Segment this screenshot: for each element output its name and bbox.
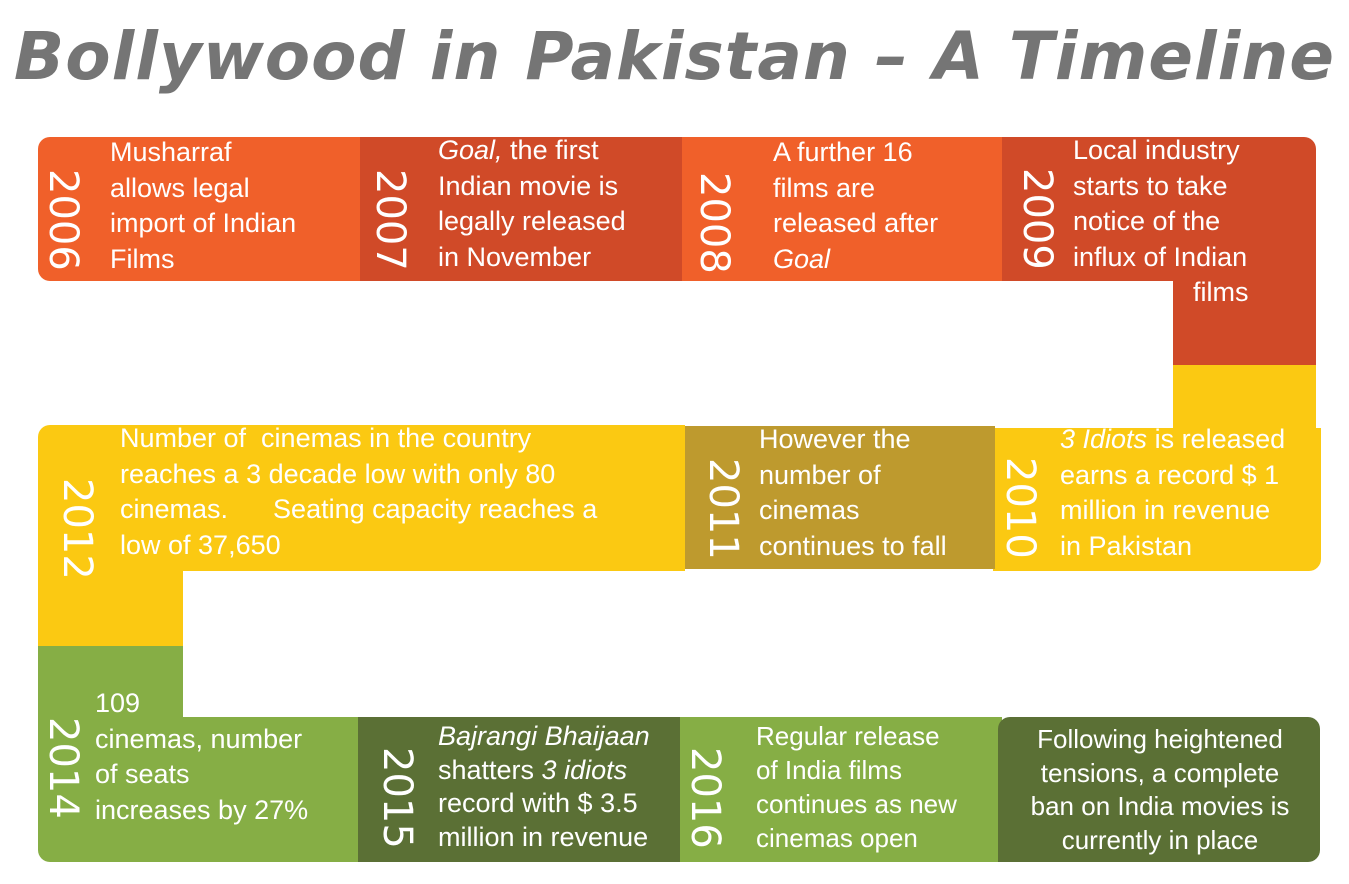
event-2009-text: Local industry starts to take notice of th… xyxy=(1073,135,1249,307)
event-2012-year: 2012 xyxy=(54,478,100,580)
event-2006-text: Musharraf allows legal import of Indian Fil… xyxy=(110,137,297,274)
event-2009-bar xyxy=(1002,137,1316,281)
event-2007-text: Goal, the first Indian movie is legally re… xyxy=(438,135,626,272)
event-2012-bar xyxy=(38,425,685,571)
event-2011-bar xyxy=(685,426,995,569)
event-2008-text: A further 16 films are released after Goal xyxy=(773,137,939,274)
event-current-text: Following heightened tensions, a complete… xyxy=(1030,724,1290,855)
event-2007-bar xyxy=(360,137,684,281)
event-2008-bar xyxy=(682,137,1004,281)
event-2014-year: 2014 xyxy=(40,717,86,819)
event-2006-year: 2006 xyxy=(40,169,86,271)
event-2015-bar xyxy=(358,717,683,862)
event-2012-text: Number of cinemas in the country reaches … xyxy=(120,423,598,560)
event-2010-text: 3 Idiots is released earns a record $ 1 mi… xyxy=(1060,424,1286,561)
event-2008-year: 2008 xyxy=(691,172,737,274)
event-2007-year: 2007 xyxy=(367,169,413,271)
event-2016-text: Regular release of India films continues a… xyxy=(756,721,957,853)
event-2014-bar xyxy=(38,717,360,862)
event-current-bar xyxy=(998,717,1320,862)
page-title: Bollywood in Pakistan – A Timeline xyxy=(13,18,1336,95)
connector-2010-up xyxy=(1173,365,1316,431)
connector-2014-up xyxy=(38,646,183,720)
event-2010-bar xyxy=(993,428,1321,571)
event-2015-text: Bajrangi Bhaijaan shatters 3 idiots record… xyxy=(438,721,650,852)
connector-2012-down xyxy=(38,569,183,649)
event-2016-year: 2016 xyxy=(682,747,728,849)
event-2011-year: 2011 xyxy=(700,458,746,560)
event-2015-year: 2015 xyxy=(374,747,420,849)
connector-2009-down xyxy=(1173,279,1316,367)
event-2011-text: However the number of cinemas continues to … xyxy=(759,424,947,561)
event-2016-bar xyxy=(680,717,1002,862)
event-2010-year: 2010 xyxy=(997,457,1043,559)
event-2014-text: 109 cinemas, number of seats increases by 2… xyxy=(95,688,309,825)
event-2009-year: 2009 xyxy=(1014,168,1060,270)
event-2006-bar xyxy=(38,137,362,281)
